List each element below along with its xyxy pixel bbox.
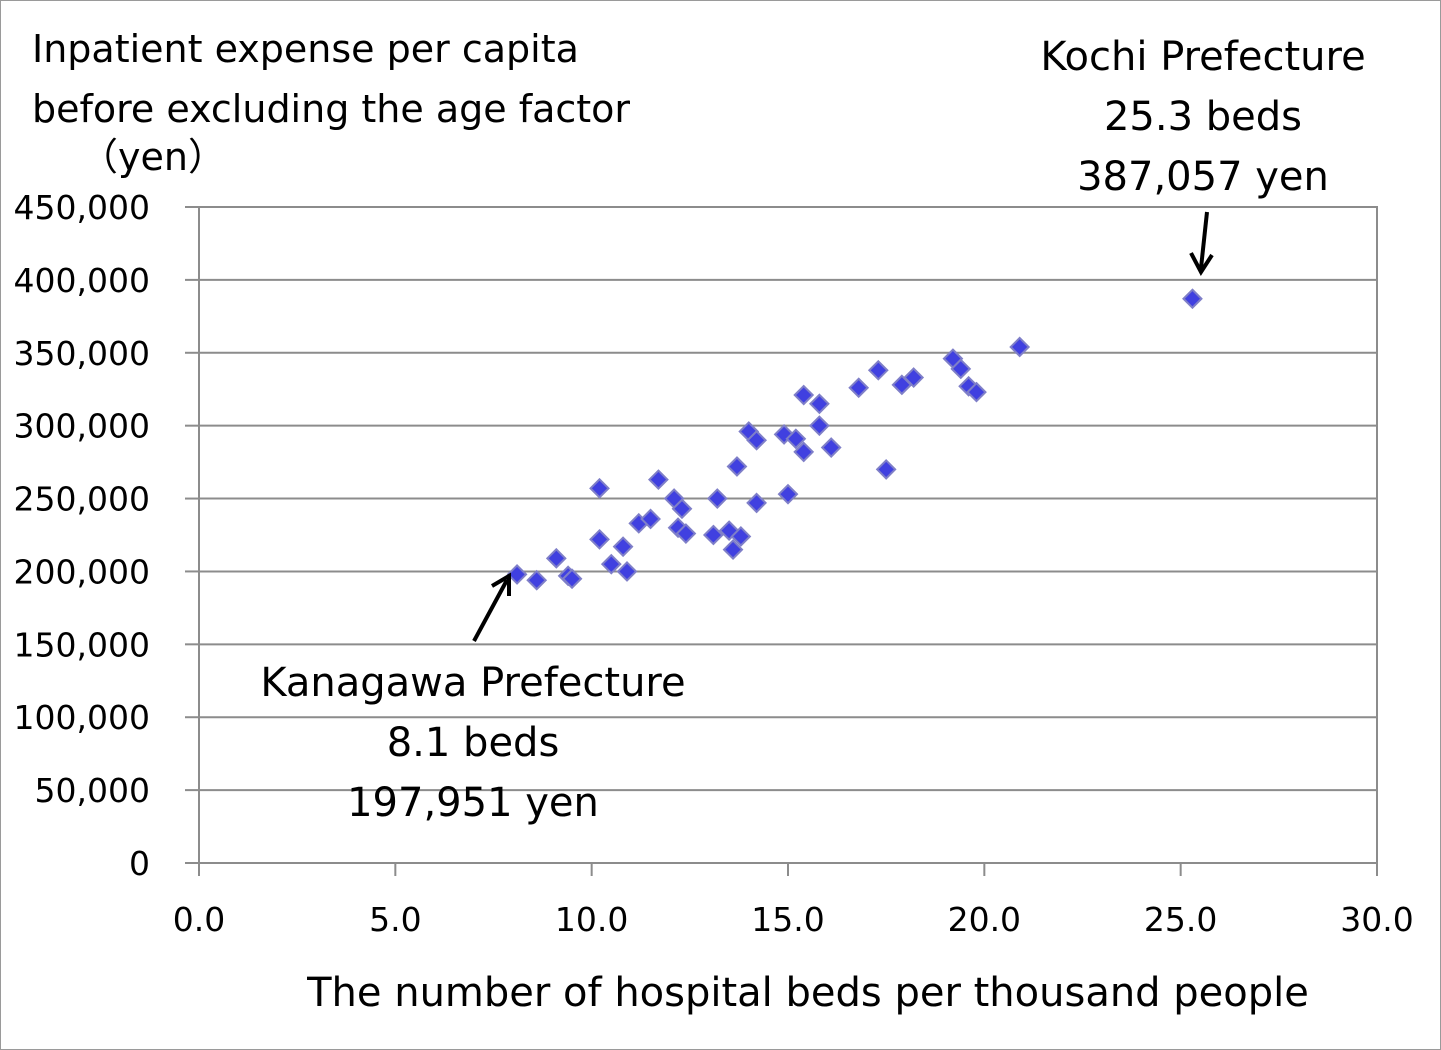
data-point xyxy=(820,437,842,458)
data-point xyxy=(526,569,548,591)
arrow-icon xyxy=(1189,211,1214,276)
data-point xyxy=(785,428,807,450)
data-point xyxy=(875,458,897,480)
data-point xyxy=(675,523,697,544)
data-point xyxy=(506,564,528,585)
data-point xyxy=(1009,336,1031,358)
data-point xyxy=(706,488,728,509)
arrow-icon xyxy=(472,572,511,642)
data-point xyxy=(561,568,583,590)
data-point xyxy=(808,393,830,415)
data-point xyxy=(950,358,972,380)
data-point xyxy=(903,367,925,388)
y-tick-label: 400,000 xyxy=(14,261,150,300)
data-point xyxy=(867,359,889,381)
plot-area-border xyxy=(198,206,1378,864)
x-tick-label: 10.0 xyxy=(555,900,628,939)
y-tick-label: 250,000 xyxy=(14,480,150,519)
data-point xyxy=(612,536,634,558)
data-point xyxy=(726,456,748,477)
y-axis-label: （yen） xyxy=(80,135,226,179)
x-tick-label: 20.0 xyxy=(948,900,1021,939)
x-tick-label: 5.0 xyxy=(369,900,421,939)
annotation-line: Kochi Prefecture xyxy=(1040,34,1365,80)
data-point xyxy=(746,492,768,514)
data-point xyxy=(648,469,669,491)
data-point xyxy=(722,539,744,560)
annotation-line: 25.3 beds xyxy=(1104,94,1302,140)
x-axis-label: The number of hospital beds per thousand… xyxy=(306,970,1309,1016)
y-tick-label: 150,000 xyxy=(14,625,150,664)
annotation-line: 387,057 yen xyxy=(1077,154,1329,200)
y-tick-label: 350,000 xyxy=(14,334,150,373)
data-point xyxy=(1182,288,1203,310)
data-point xyxy=(730,526,752,547)
data-point xyxy=(966,381,987,403)
y-tick-label: 0 xyxy=(129,844,150,883)
x-tick-label: 30.0 xyxy=(1340,900,1413,939)
data-point xyxy=(589,528,610,550)
x-tick-label: 0.0 xyxy=(173,900,225,939)
data-point xyxy=(600,553,622,575)
y-tick-label: 300,000 xyxy=(14,407,150,446)
y-tick-label: 100,000 xyxy=(14,698,150,737)
tick-layer: 0 50,000 100,000 150,000 200,000 250,000 300,0… xyxy=(14,188,1414,939)
kanagawa-annotation: Kanagawa Prefecture 8.1 beds 197,951 yen xyxy=(260,572,686,826)
annotation-line: 197,951 yen xyxy=(347,780,599,826)
data-point xyxy=(793,441,815,463)
data-point xyxy=(671,498,693,520)
annotation-line: Kanagawa Prefecture xyxy=(260,660,685,706)
kochi-annotation: Kochi Prefecture 25.3 beds 387,057 yen xyxy=(1040,34,1366,276)
data-point xyxy=(777,483,799,505)
annotation-line: 8.1 beds xyxy=(387,720,560,766)
point-layer xyxy=(506,288,1203,591)
y-tick-label: 200,000 xyxy=(14,552,150,591)
data-point xyxy=(589,477,610,499)
data-point xyxy=(616,561,638,582)
grid-layer xyxy=(199,278,1377,792)
data-point xyxy=(746,429,768,451)
data-point xyxy=(793,384,815,406)
x-tick-label: 15.0 xyxy=(751,900,824,939)
data-point xyxy=(702,524,724,546)
data-point xyxy=(545,547,567,569)
data-point xyxy=(808,415,830,437)
x-tick-label: 25.0 xyxy=(1144,900,1217,939)
data-point xyxy=(848,377,870,399)
chart-subtitle: before excluding the age factor xyxy=(32,87,630,131)
data-point xyxy=(640,508,661,530)
chart-title: Inpatient expense per capita xyxy=(32,27,579,71)
y-tick-label: 50,000 xyxy=(35,771,150,810)
y-tick-label: 450,000 xyxy=(14,188,150,227)
